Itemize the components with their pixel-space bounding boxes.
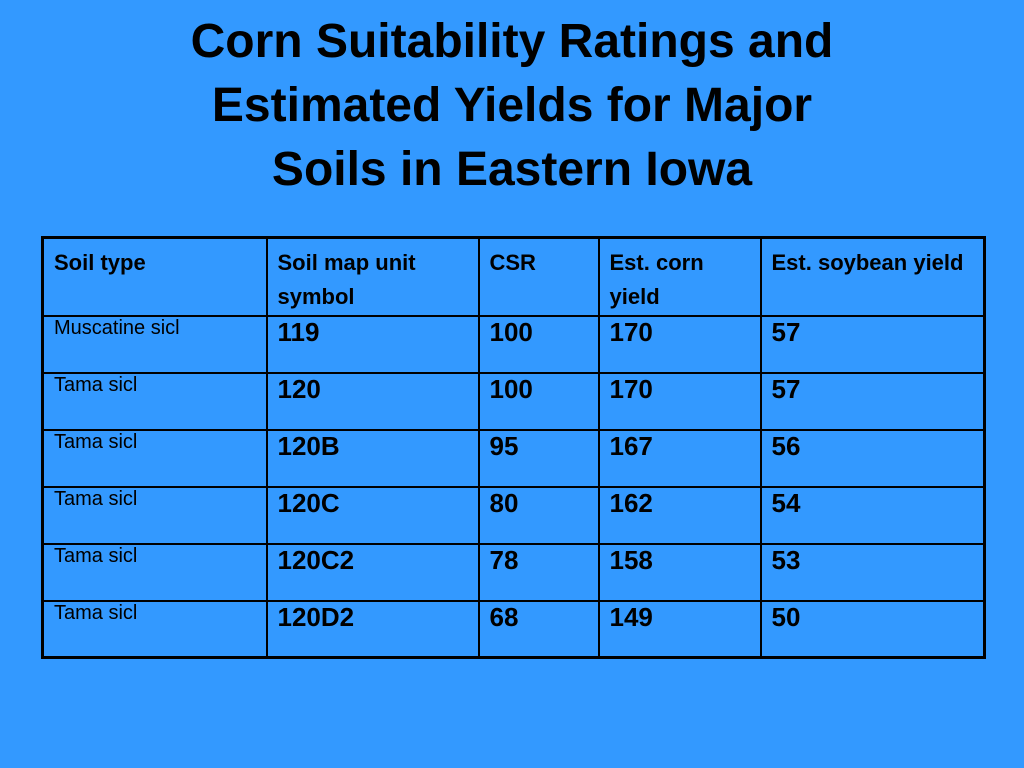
cell-csr: 100 [477,371,600,431]
header-csr: CSR [477,236,600,317]
cell-map-unit-symbol: 120D2 [265,599,480,659]
table-row: Tama sicl 120B 95 167 56 [41,428,986,488]
title-line-1: Corn Suitability Ratings and [190,15,834,68]
cell-csr: 78 [477,542,600,602]
header-soil-type: Soil type [41,236,268,317]
cell-soybean-yield: 56 [759,428,986,488]
cell-corn-yield: 149 [597,599,762,659]
cell-corn-yield: 170 [597,371,762,431]
cell-map-unit-symbol: 120B [265,428,480,488]
table-header-row: Soil type Soil map unit symbol CSR Est. … [41,236,986,317]
table-row: Tama sicl 120C 80 162 54 [41,485,986,545]
cell-soil-type: Tama sicl [41,599,268,659]
cell-soil-type: Tama sicl [41,428,268,488]
cell-corn-yield: 162 [597,485,762,545]
cell-corn-yield: 158 [597,542,762,602]
table-row: Tama sicl 120 100 170 57 [41,371,986,431]
table-row: Tama sicl 120C2 78 158 53 [41,542,986,602]
cell-soybean-yield: 57 [759,371,986,431]
cell-soil-type: Tama sicl [41,371,268,431]
cell-csr: 95 [477,428,600,488]
cell-soybean-yield: 54 [759,485,986,545]
title-line-3: Soils in Eastern Iowa [271,143,753,196]
cell-soil-type: Tama sicl [41,542,268,602]
table-row: Muscatine sicl 119 100 170 57 [41,314,986,374]
header-map-unit-symbol: Soil map unit symbol [265,236,480,317]
cell-csr: 68 [477,599,600,659]
cell-map-unit-symbol: 119 [265,314,480,374]
table-row: Tama sicl 120D2 68 149 50 [41,599,986,659]
header-corn-yield: Est. corn yield [597,236,762,317]
slide-title: Corn Suitability Ratings and Estimated Y… [0,10,1024,202]
cell-soybean-yield: 50 [759,599,986,659]
title-line-2: Estimated Yields for Major [211,79,813,132]
cell-soybean-yield: 57 [759,314,986,374]
header-soybean-yield: Est. soybean yield [759,236,986,317]
cell-corn-yield: 170 [597,314,762,374]
cell-map-unit-symbol: 120C2 [265,542,480,602]
cell-soil-type: Muscatine sicl [41,314,268,374]
soil-ratings-table: Soil type Soil map unit symbol CSR Est. … [41,236,986,659]
cell-map-unit-symbol: 120 [265,371,480,431]
cell-csr: 80 [477,485,600,545]
cell-map-unit-symbol: 120C [265,485,480,545]
cell-csr: 100 [477,314,600,374]
cell-corn-yield: 167 [597,428,762,488]
cell-soybean-yield: 53 [759,542,986,602]
cell-soil-type: Tama sicl [41,485,268,545]
